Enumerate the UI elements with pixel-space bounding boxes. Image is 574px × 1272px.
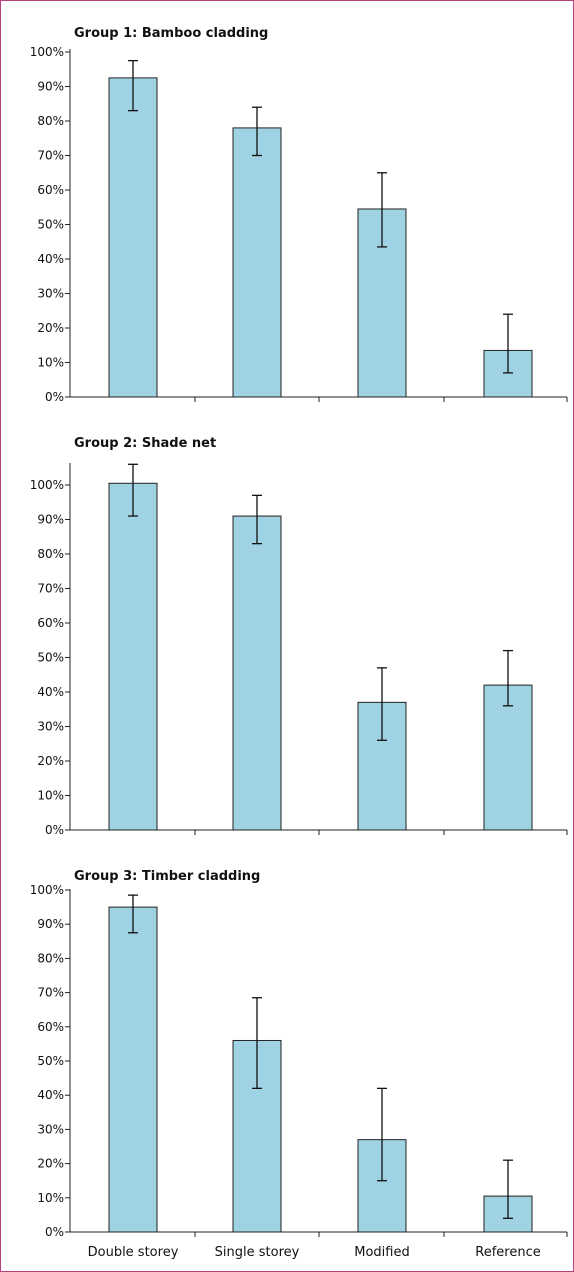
y-tick-label: 80% (37, 951, 64, 965)
chart-title: Group 2: Shade net (74, 436, 216, 451)
bar-double-storey (108, 77, 158, 398)
bar-single-storey (232, 127, 282, 398)
y-tick-label: 70% (37, 986, 64, 1000)
y-tick-label: 20% (37, 321, 64, 335)
chart-title: Group 1: Bamboo cladding (74, 26, 268, 41)
y-tick-label: 90% (37, 80, 64, 94)
y-tick-label: 0% (45, 390, 64, 404)
y-tick-label: 100% (30, 478, 64, 492)
y-tick-label: 60% (37, 1020, 64, 1034)
y-tick-label: 70% (37, 582, 64, 596)
y-tick-label: 40% (37, 685, 64, 699)
y-tick-label: 90% (37, 917, 64, 931)
y-tick-label: 10% (37, 356, 64, 370)
y-tick-label: 20% (37, 1157, 64, 1171)
y-tick-label: 70% (37, 149, 64, 163)
chart-panel-3: Group 3: Timber cladding 0% 10% 20% 30% 40% 50… (30, 869, 568, 1260)
y-tick-label: 40% (37, 1088, 64, 1102)
y-tick-label: 50% (37, 651, 64, 665)
y-tick-label: 60% (37, 183, 64, 197)
y-tick-label: 30% (37, 720, 64, 734)
y-tick-label: 100% (30, 883, 64, 897)
bar-reference (483, 684, 533, 831)
x-category-label: Double storey (88, 1245, 179, 1260)
y-tick-label: 50% (37, 218, 64, 232)
y-tick-label: 100% (30, 45, 64, 59)
bar-double-storey (108, 482, 158, 831)
y-tick-label: 80% (37, 114, 64, 128)
y-tick-label: 0% (45, 823, 64, 837)
y-tick-label: 80% (37, 547, 64, 561)
y-tick-label: 90% (37, 513, 64, 527)
chart-title: Group 3: Timber cladding (74, 869, 260, 884)
chart-panel-1: Group 1: Bamboo cladding 0% 10% 20% 30% 40% 50… (30, 26, 568, 404)
y-tick-label: 10% (37, 789, 64, 803)
y-tick-label: 30% (37, 287, 64, 301)
bar-double-storey (108, 906, 158, 1233)
y-tick-label: 30% (37, 1122, 64, 1136)
x-category-label: Single storey (215, 1245, 300, 1260)
chart-panel-2: Group 2: Shade net 0% 10% 20% 30% 40% 50% 60% 70… (30, 436, 568, 837)
y-tick-label: 20% (37, 754, 64, 768)
y-tick-label: 40% (37, 252, 64, 266)
y-tick-label: 60% (37, 616, 64, 630)
x-category-label: Reference (475, 1245, 540, 1260)
x-category-label: Modified (354, 1245, 409, 1260)
y-tick-label: 10% (37, 1191, 64, 1205)
bar-single-storey (232, 515, 282, 831)
y-tick-label: 0% (45, 1225, 64, 1239)
y-tick-label: 50% (37, 1054, 64, 1068)
